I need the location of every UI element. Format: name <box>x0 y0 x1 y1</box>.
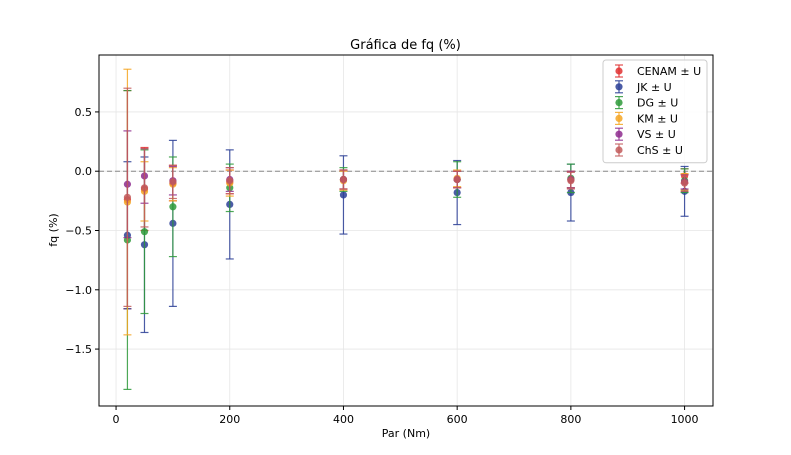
legend-label: VS ± U <box>637 128 676 141</box>
legend-item: ChS ± U <box>615 143 683 157</box>
x-axis-label: Par (Nm) <box>382 427 430 440</box>
y-tick-label: 0.5 <box>75 106 93 119</box>
legend-item: JK ± U <box>615 80 672 94</box>
series-5 <box>123 87 689 307</box>
legend-marker <box>615 99 623 107</box>
series-group <box>123 68 689 390</box>
data-point <box>169 203 177 211</box>
chart-title: Gráfica de fq (%) <box>350 38 461 53</box>
legend-marker <box>615 130 623 138</box>
legend-item: CENAM ± U <box>615 64 701 78</box>
x-tick-label: 200 <box>219 413 240 426</box>
series-1 <box>123 139 689 334</box>
x-tick-label: 1000 <box>671 413 699 426</box>
data-point <box>567 177 575 185</box>
x-tick-label: 0 <box>113 413 120 426</box>
legend-label: CENAM ± U <box>637 65 701 78</box>
legend-box <box>602 59 708 164</box>
x-tick-label: 800 <box>560 413 581 426</box>
data-point <box>339 191 348 199</box>
y-axis-label: fq (%) <box>47 213 60 246</box>
legend-marker <box>615 146 623 154</box>
data-point <box>140 228 149 236</box>
data-point <box>453 175 461 184</box>
legend-item: VS ± U <box>615 127 676 141</box>
y-tick-label: 0.0 <box>75 165 93 178</box>
legend-marker <box>615 83 623 91</box>
y-axis: −1.5 −1.0 −0.5 0.0 0.5 <box>65 106 99 356</box>
legend-label: KM ± U <box>637 112 678 125</box>
data-point <box>169 178 177 186</box>
y-tick-label: −0.5 <box>65 225 92 238</box>
legend-item: DG ± U <box>615 95 678 110</box>
data-point <box>680 179 689 187</box>
legend-marker <box>615 114 623 122</box>
x-tick-label: 600 <box>447 413 468 426</box>
x-axis: 0 200 400 600 800 1000 <box>113 406 699 426</box>
legend-label: DG ± U <box>637 97 678 110</box>
data-point <box>226 177 234 185</box>
legend-label: ChS ± U <box>637 144 683 157</box>
data-point <box>123 193 132 201</box>
x-tick-label: 400 <box>333 413 354 426</box>
legend: CENAM ± U JK ± U DG ± U KM ± U VS ± U ChS ± U <box>602 59 708 164</box>
legend-marker <box>615 67 623 75</box>
y-tick-label: −1.5 <box>65 343 92 356</box>
data-point <box>140 184 149 192</box>
legend-item: KM ± U <box>615 111 678 125</box>
legend-label: JK ± U <box>636 81 672 94</box>
data-point <box>339 175 348 184</box>
y-tick-label: −1.0 <box>65 284 92 297</box>
